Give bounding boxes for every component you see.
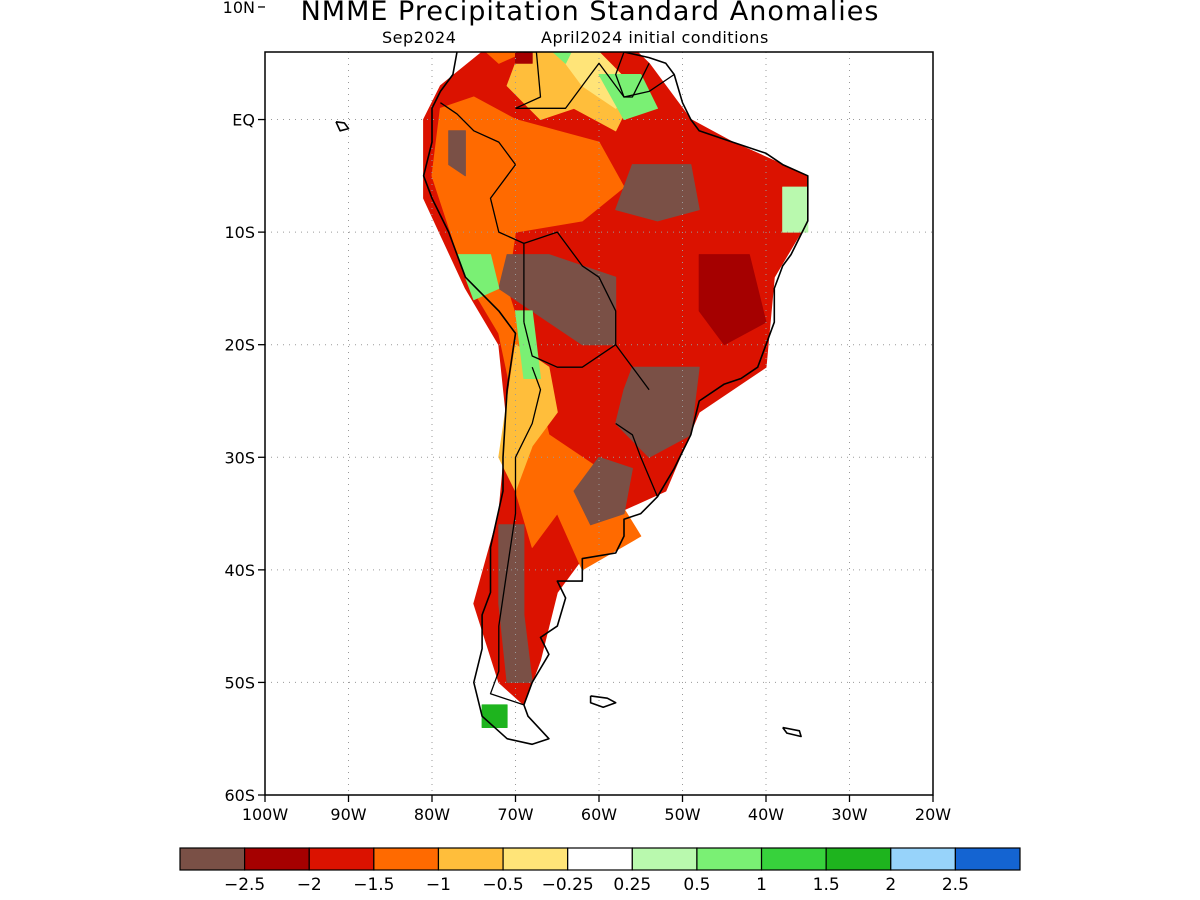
colorbar-bin bbox=[631, 847, 698, 871]
colorbar: −2.5 −2 −1.5 −1 −0.5 −0.25 0.25 0.5 1 1.5 2 2.5 bbox=[179, 847, 1021, 895]
anomaly-region-11 bbox=[448, 130, 466, 177]
colorbar-label: 2 bbox=[885, 875, 896, 895]
anomaly-region-19 bbox=[515, 310, 541, 379]
axis-ticks: 100W 90W 80W 70W 60W 50W 40W 30W 20W 10N EQ 10S 20S 3… bbox=[223, 0, 952, 824]
colorbar-label: 1 bbox=[756, 875, 767, 895]
x-tick-label: 90W bbox=[330, 805, 366, 824]
forecast-target-month: Sep2024 bbox=[382, 28, 457, 47]
border-colombia-ecuador-peru bbox=[440, 102, 517, 165]
anomaly-region-24 bbox=[474, 7, 482, 30]
y-tick-label: 30S bbox=[224, 448, 255, 467]
y-tick-label: 20S bbox=[224, 336, 255, 355]
y-tick-label: 40S bbox=[224, 561, 255, 580]
anomaly-region-18 bbox=[456, 254, 500, 301]
x-tick-label: 20W bbox=[915, 805, 951, 824]
border-bolivia-paraguay-argentina bbox=[523, 322, 650, 391]
colorbar-label: −2 bbox=[297, 875, 322, 895]
colorbar-bin bbox=[308, 847, 375, 871]
y-tick-label: 10N bbox=[223, 0, 255, 17]
x-tick-label: 30W bbox=[831, 805, 867, 824]
colorbar-label: −0.25 bbox=[542, 875, 594, 895]
anomaly-region-6 bbox=[498, 254, 617, 346]
border-guianas bbox=[615, 52, 650, 98]
anomaly-region-15 bbox=[474, 0, 507, 41]
coastline-layer bbox=[290, 0, 809, 746]
colorbar-bin bbox=[502, 847, 569, 871]
colorbar-bin bbox=[437, 847, 504, 871]
map-title: NMME Precipitation Standard Anomalies bbox=[300, 0, 880, 27]
coastline-central-america bbox=[290, 0, 457, 30]
x-tick-label: 80W bbox=[414, 805, 450, 824]
colorbar-label: −1 bbox=[426, 875, 451, 895]
colorbar-label: 0.5 bbox=[683, 875, 710, 895]
y-tick-label: 60S bbox=[224, 786, 255, 805]
coastline-galapagos bbox=[335, 121, 350, 132]
border-chile-argentina bbox=[489, 366, 542, 706]
anomaly-fill-layer bbox=[423, 0, 809, 728]
anomaly-region-1 bbox=[431, 96, 642, 571]
anomaly-region-12 bbox=[515, 52, 533, 64]
anomaly-region-13 bbox=[698, 254, 767, 346]
colorbar-bin bbox=[890, 847, 956, 871]
colorbar-label: 2.5 bbox=[942, 875, 969, 895]
colorbar-label: −2.5 bbox=[224, 875, 265, 895]
coastline-falklands bbox=[589, 695, 617, 709]
x-tick-label: 70W bbox=[497, 805, 533, 824]
colorbar-label: 1.5 bbox=[813, 875, 840, 895]
coastline-south-america bbox=[422, 52, 809, 746]
border-peru-bolivia-brazil bbox=[489, 164, 525, 323]
y-tick-label: 50S bbox=[224, 673, 255, 692]
colorbar-bin bbox=[244, 847, 310, 871]
colorbar-bin bbox=[567, 847, 633, 871]
colorbar-bin bbox=[825, 847, 892, 871]
colorbar-label: 0.25 bbox=[613, 875, 651, 895]
border-colombia-venezuela bbox=[515, 52, 542, 109]
initial-conditions-label: April2024 initial conditions bbox=[541, 28, 769, 47]
x-tick-label: 100W bbox=[242, 805, 289, 824]
anomaly-region-22 bbox=[782, 186, 809, 233]
colorbar-bin bbox=[696, 847, 763, 871]
colorbar-bin bbox=[954, 847, 1021, 871]
y-tick-label: 10S bbox=[224, 223, 255, 242]
colorbar-label: −0.5 bbox=[482, 875, 523, 895]
anomaly-region-2 bbox=[485, 52, 525, 64]
x-tick-label: 40W bbox=[748, 805, 784, 824]
x-tick-label: 60W bbox=[581, 805, 617, 824]
colorbar-bin bbox=[179, 847, 246, 871]
x-tick-label: 50W bbox=[664, 805, 700, 824]
border-brazil-north bbox=[515, 62, 675, 109]
border-bolivia-brazil bbox=[523, 231, 617, 345]
colorbar-bin bbox=[373, 847, 440, 871]
anomaly-region-23 bbox=[481, 704, 508, 728]
y-tick-label: EQ bbox=[232, 111, 255, 130]
coastline-south-georgia bbox=[782, 726, 802, 738]
colorbar-bin bbox=[760, 847, 827, 871]
border-argentina-uruguay bbox=[615, 422, 659, 497]
anomaly-region-16 bbox=[552, 52, 572, 64]
coastline-central-america-caribbean bbox=[357, 0, 457, 18]
colorbar-label: −1.5 bbox=[353, 875, 394, 895]
anomaly-region-9 bbox=[573, 456, 633, 526]
anomaly-region-14 bbox=[473, 52, 476, 53]
coastline-trinidad bbox=[584, 0, 591, 7]
anomaly-region-8 bbox=[615, 164, 700, 222]
